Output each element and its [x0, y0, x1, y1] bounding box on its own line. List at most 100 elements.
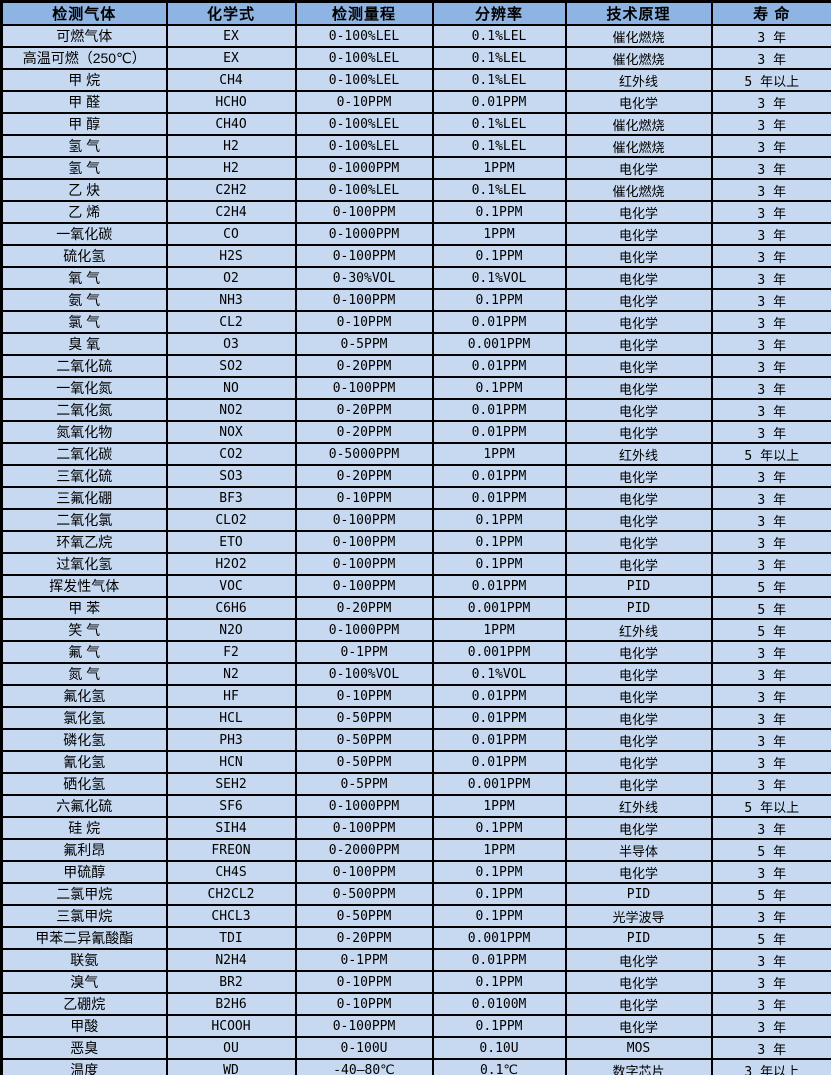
table-row: 硫化氢 H2S 0-100PPM 0.1PPM 电化学 3 年 [0, 244, 831, 268]
cell-chemical-formula: BR2 [165, 970, 297, 994]
cell-resolution: 0.01PPM [431, 310, 567, 334]
cell-technology: MOS [564, 1036, 713, 1060]
cell-resolution: 0.01PPM [431, 486, 567, 510]
cell-gas-name: 氯 气 [0, 310, 168, 334]
cell-resolution: 0.1PPM [431, 288, 567, 312]
cell-chemical-formula: SF6 [165, 794, 297, 818]
col-header-lifespan: 寿 命 [710, 0, 831, 26]
cell-resolution: 0.1PPM [431, 376, 567, 400]
cell-detection-range: 0-50PPM [294, 750, 434, 774]
cell-lifespan: 3 年 [710, 156, 831, 180]
table-row: 二氯甲烷 CH2CL2 0-500PPM 0.1PPM PID 5 年 [0, 882, 831, 906]
cell-chemical-formula: NH3 [165, 288, 297, 312]
cell-lifespan: 5 年以上 [710, 794, 831, 818]
cell-gas-name: 氮 气 [0, 662, 168, 686]
cell-gas-name: 三氟化硼 [0, 486, 168, 510]
cell-resolution: 0.1%LEL [431, 134, 567, 158]
cell-technology: 催化燃烧 [564, 178, 713, 202]
cell-resolution: 0.01PPM [431, 90, 567, 114]
cell-lifespan: 3 年 [710, 1036, 831, 1060]
cell-gas-name: 六氟化硫 [0, 794, 168, 818]
cell-chemical-formula: SO2 [165, 354, 297, 378]
cell-technology: 电化学 [564, 860, 713, 884]
table-row: 二氧化氯 CLO2 0-100PPM 0.1PPM 电化学 3 年 [0, 508, 831, 532]
cell-lifespan: 3 年 [710, 178, 831, 202]
cell-detection-range: 0-20PPM [294, 354, 434, 378]
cell-lifespan: 5 年 [710, 596, 831, 620]
cell-resolution: 0.01PPM [431, 948, 567, 972]
cell-chemical-formula: CH2CL2 [165, 882, 297, 906]
cell-technology: 电化学 [564, 552, 713, 576]
cell-gas-name: 甲酸 [0, 1014, 168, 1038]
cell-resolution: 0.1PPM [431, 882, 567, 906]
cell-chemical-formula: HCOOH [165, 1014, 297, 1038]
cell-resolution: 0.001PPM [431, 772, 567, 796]
cell-resolution: 0.001PPM [431, 332, 567, 356]
cell-technology: 电化学 [564, 640, 713, 664]
table-header: 检测气体 化学式 检测量程 分辨率 技术原理 寿 命 [0, 0, 831, 26]
table-row: 甲 苯 C6H6 0-20PPM 0.001PPM PID 5 年 [0, 596, 831, 620]
table-row: 二氧化碳 CO2 0-5000PPM 1PPM 红外线 5 年以上 [0, 442, 831, 466]
cell-detection-range: 0-100%LEL [294, 46, 434, 70]
table-row: 环氧乙烷 ETO 0-100PPM 0.1PPM 电化学 3 年 [0, 530, 831, 554]
cell-detection-range: 0-5000PPM [294, 442, 434, 466]
cell-technology: 红外线 [564, 68, 713, 92]
cell-chemical-formula: HCN [165, 750, 297, 774]
cell-chemical-formula: CL2 [165, 310, 297, 334]
table-row: 可燃气体 EX 0-100%LEL 0.1%LEL 催化燃烧 3 年 [0, 24, 831, 48]
cell-lifespan: 3 年 [710, 376, 831, 400]
cell-gas-name: 过氧化氢 [0, 552, 168, 576]
table-row: 三氟化硼 BF3 0-10PPM 0.01PPM 电化学 3 年 [0, 486, 831, 510]
cell-detection-range: 0-1000PPM [294, 222, 434, 246]
cell-lifespan: 3 年 [710, 200, 831, 224]
cell-gas-name: 氢 气 [0, 156, 168, 180]
cell-chemical-formula: H2S [165, 244, 297, 268]
table-row: 磷化氢 PH3 0-50PPM 0.01PPM 电化学 3 年 [0, 728, 831, 752]
table-row: 臭 氧 O3 0-5PPM 0.001PPM 电化学 3 年 [0, 332, 831, 356]
table-row: 甲硫醇 CH4S 0-100PPM 0.1PPM 电化学 3 年 [0, 860, 831, 884]
cell-lifespan: 3 年 [710, 772, 831, 796]
table-row: 甲酸 HCOOH 0-100PPM 0.1PPM 电化学 3 年 [0, 1014, 831, 1038]
cell-chemical-formula: N2 [165, 662, 297, 686]
cell-detection-range: 0-100PPM [294, 288, 434, 312]
cell-lifespan: 3 年 [710, 728, 831, 752]
cell-resolution: 0.1PPM [431, 244, 567, 268]
cell-gas-name: 二氧化碳 [0, 442, 168, 466]
cell-resolution: 1PPM [431, 838, 567, 862]
cell-detection-range: 0-50PPM [294, 904, 434, 928]
header-row: 检测气体 化学式 检测量程 分辨率 技术原理 寿 命 [0, 0, 831, 26]
cell-technology: 催化燃烧 [564, 24, 713, 48]
cell-gas-name: 氟化氢 [0, 684, 168, 708]
cell-lifespan: 5 年 [710, 574, 831, 598]
table-body: 可燃气体 EX 0-100%LEL 0.1%LEL 催化燃烧 3 年高温可燃（250℃） E… [0, 24, 831, 1075]
cell-gas-name: 氰化氢 [0, 750, 168, 774]
cell-lifespan: 5 年 [710, 838, 831, 862]
table-row: 笑 气 N2O 0-1000PPM 1PPM 红外线 5 年 [0, 618, 831, 642]
cell-lifespan: 3 年 [710, 706, 831, 730]
cell-technology: 电化学 [564, 90, 713, 114]
cell-technology: 红外线 [564, 618, 713, 642]
cell-chemical-formula: HCHO [165, 90, 297, 114]
cell-detection-range: 0-100%VOL [294, 662, 434, 686]
cell-detection-range: 0-100PPM [294, 574, 434, 598]
cell-lifespan: 3 年 [710, 420, 831, 444]
cell-resolution: 0.01PPM [431, 464, 567, 488]
cell-lifespan: 3 年 [710, 904, 831, 928]
table-row: 甲 烷 CH4 0-100%LEL 0.1%LEL 红外线 5 年以上 [0, 68, 831, 92]
cell-detection-range: 0-30%VOL [294, 266, 434, 290]
cell-gas-name: 环氧乙烷 [0, 530, 168, 554]
cell-detection-range: 0-1000PPM [294, 794, 434, 818]
cell-lifespan: 3 年 [710, 1014, 831, 1038]
cell-lifespan: 3 年 [710, 552, 831, 576]
cell-detection-range: 0-5PPM [294, 772, 434, 796]
cell-technology: 电化学 [564, 156, 713, 180]
table-row: 氰化氢 HCN 0-50PPM 0.01PPM 电化学 3 年 [0, 750, 831, 774]
cell-technology: 半导体 [564, 838, 713, 862]
cell-detection-range: 0-100%LEL [294, 134, 434, 158]
table-row: 氯化氢 HCL 0-50PPM 0.01PPM 电化学 3 年 [0, 706, 831, 730]
cell-resolution: 0.1℃ [431, 1058, 567, 1075]
table-row: 三氧化硫 SO3 0-20PPM 0.01PPM 电化学 3 年 [0, 464, 831, 488]
cell-technology: PID [564, 574, 713, 598]
cell-technology: 电化学 [564, 200, 713, 224]
table-row: 一氧化氮 NO 0-100PPM 0.1PPM 电化学 3 年 [0, 376, 831, 400]
